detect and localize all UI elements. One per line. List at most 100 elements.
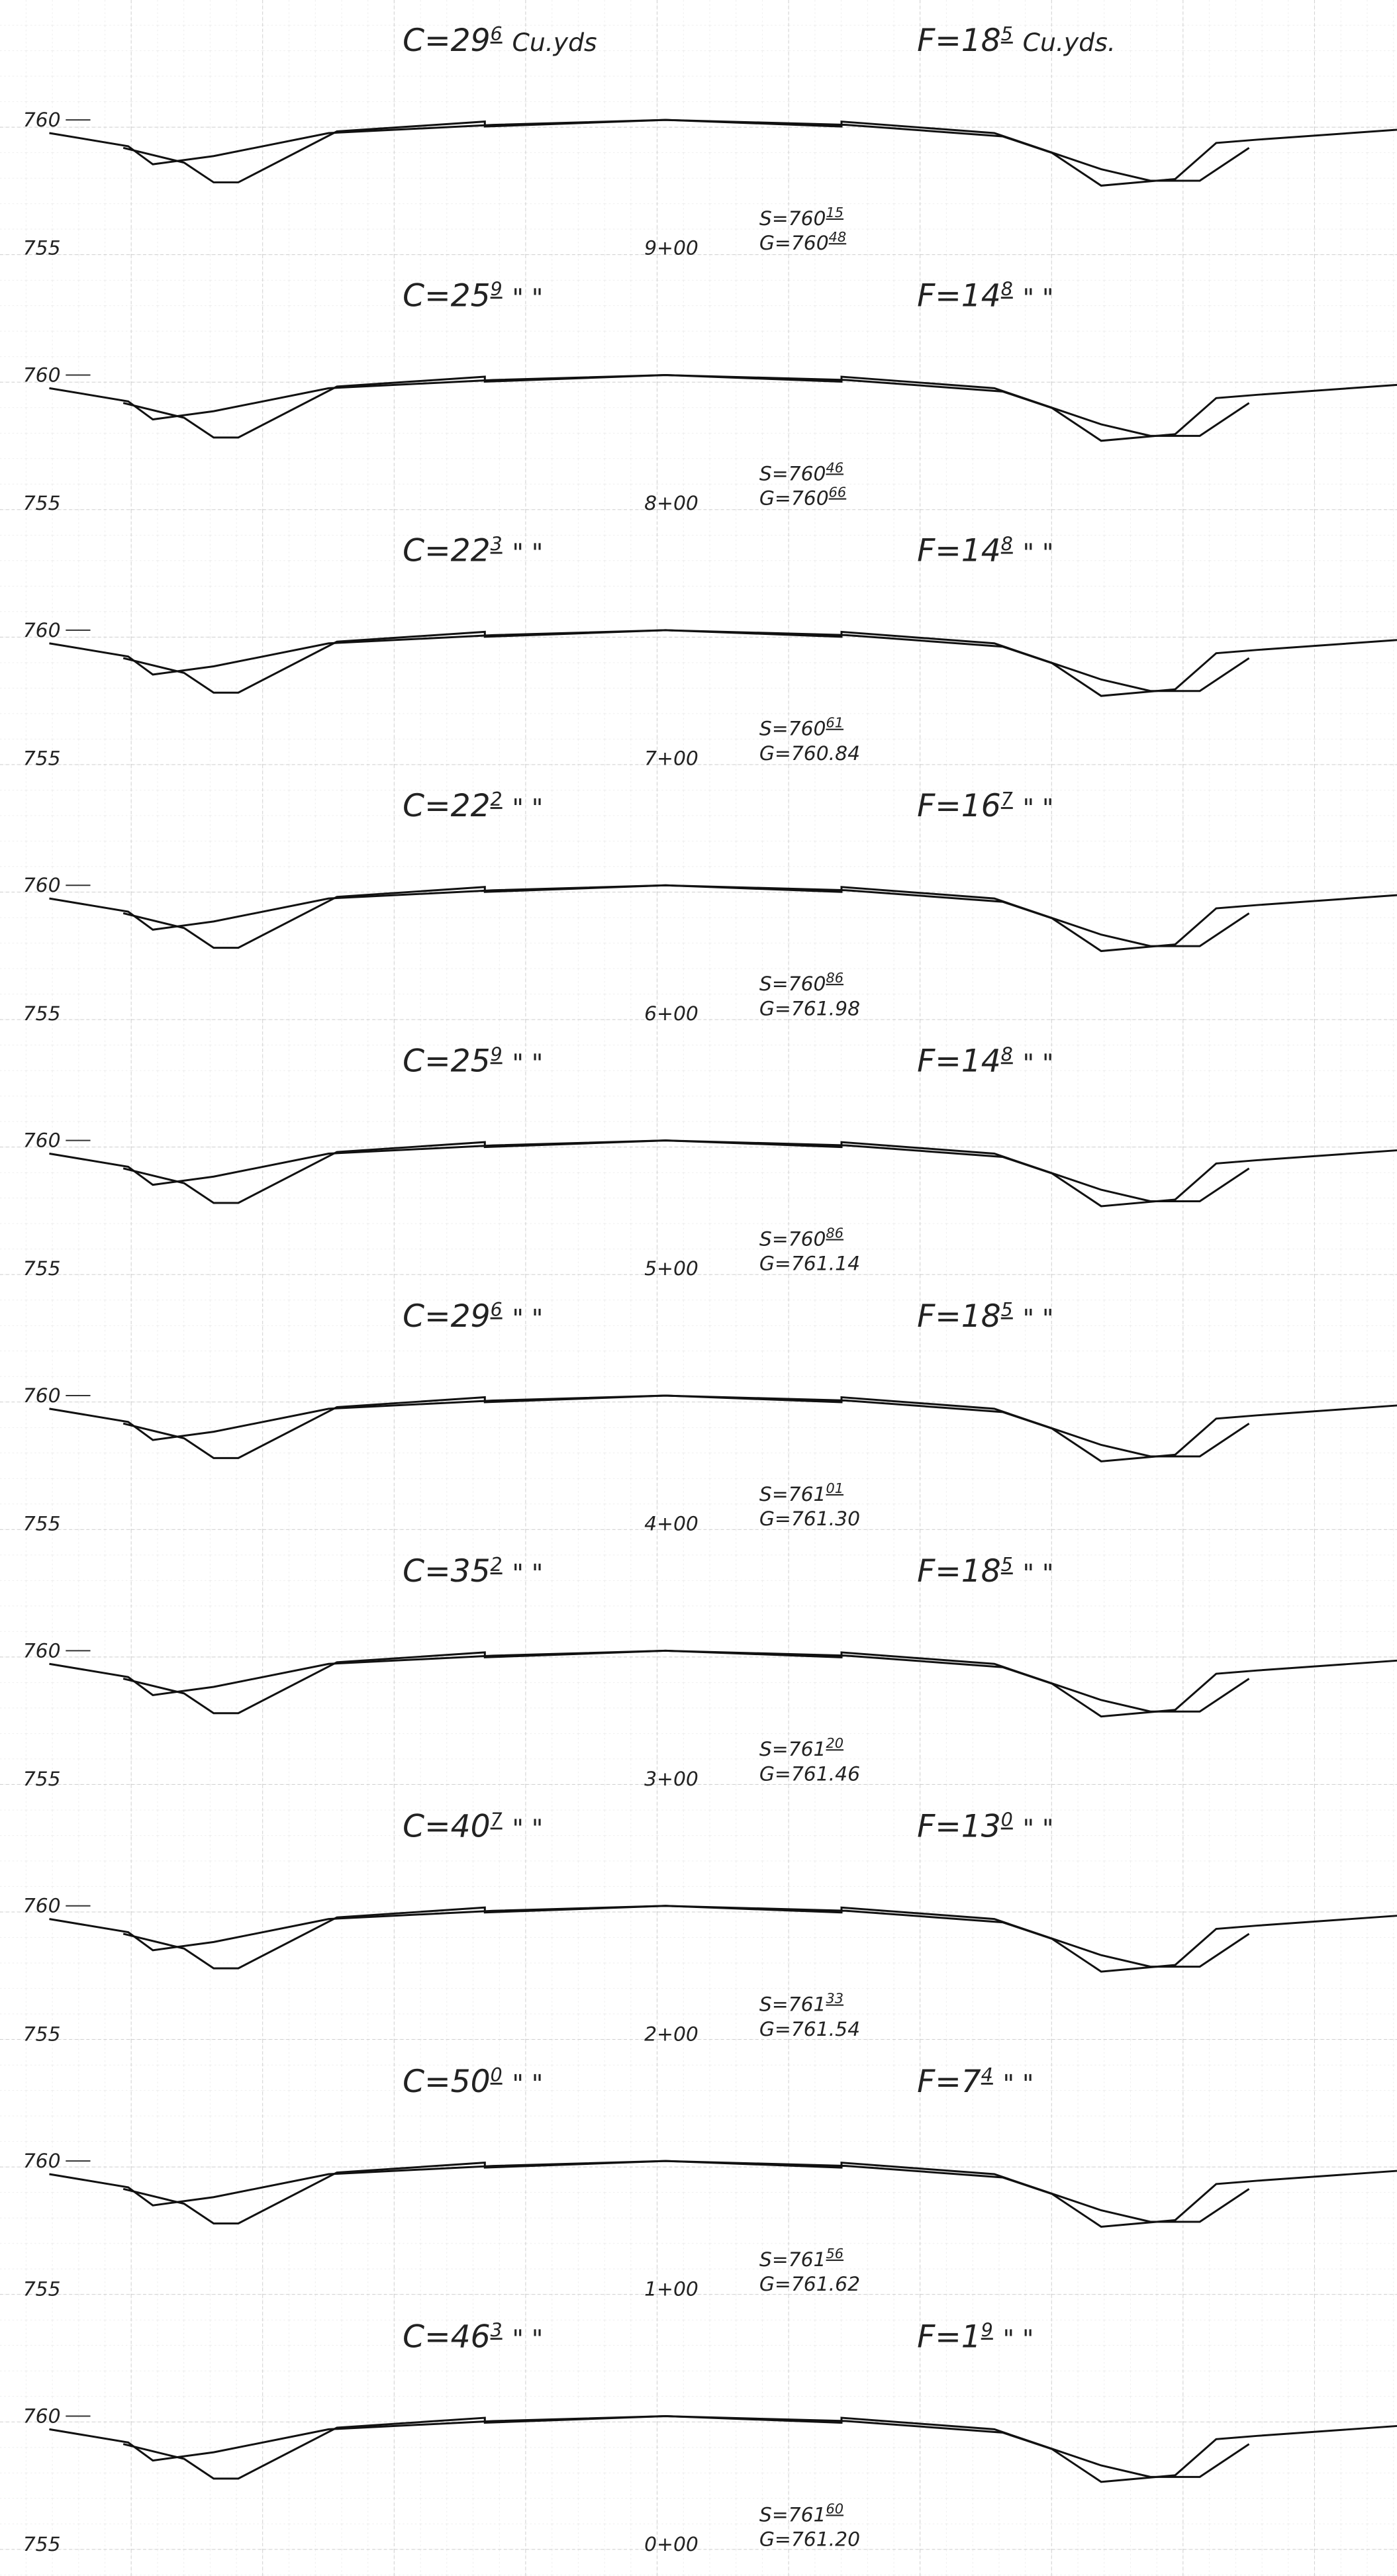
subgrade-frac: 33 [826,1991,844,2007]
subgrade-label: S=760 [759,1227,826,1251]
subgrade-frac: 86 [826,970,844,986]
elevation-label: 760 [23,2405,61,2428]
fill-volume-frac: 4 [981,2064,993,2085]
cut-volume-whole: 22 [451,533,491,569]
subgrade-frac: 56 [826,2246,844,2262]
ground-profile [49,1905,1397,1973]
fill-volume: F=19 " " [917,2318,1034,2355]
elevation-label: 755 [23,1768,61,1791]
subgrade-elevation: S=76086 [759,1225,843,1251]
cut-volume-tail: " " [512,1048,544,1077]
cut-volume-label: C= [403,788,450,824]
cut-volume-frac: 9 [491,278,503,300]
grade-elevation: G=761.98 [759,997,860,1020]
elevation-label: 755 [23,2278,61,2301]
design-template [122,2160,1250,2224]
ground-profile [49,884,1397,953]
grade-frac: 48 [829,229,847,245]
cut-volume-tail: " " [512,793,544,822]
fill-volume-whole: 18 [961,1553,1001,1590]
grade-elevation: G=760.84 [759,742,860,765]
cut-volume-tail: " " [512,1304,544,1333]
subgrade-label: S=761 [759,1483,826,1506]
subgrade-label: S=760 [759,462,826,485]
fill-volume-frac: 0 [1001,1809,1013,1831]
cut-volume-tail: " " [512,2324,544,2353]
subgrade-elevation: S=76086 [759,970,843,996]
elevation-label: 760 [23,363,61,387]
fill-volume-tail: " " [1023,793,1054,822]
subgrade-elevation: S=76120 [759,1735,843,1761]
subgrade-label: S=761 [759,1993,826,2017]
grade-frac: 66 [829,485,847,501]
fill-volume-label: F= [917,788,961,824]
elevation-label: 755 [23,1513,61,1536]
fill-volume: F=185 Cu.yds. [917,23,1116,59]
grade-elevation: G=761.20 [759,2528,860,2552]
grade-label: G=760 [759,232,829,255]
station-label: 3+00 [644,1768,698,1791]
cut-volume-whole: 29 [451,1298,491,1335]
grade-elevation: G=76048 [759,229,846,255]
cut-volume-label: C= [403,23,450,59]
fill-volume-tail: " " [1003,2069,1034,2098]
cut-volume: C=259 " " [403,1043,543,1079]
station-label: 4+00 [644,1513,698,1536]
fill-volume: F=185 " " [917,1298,1053,1335]
subgrade-frac: 61 [826,715,844,731]
cut-volume-frac: 6 [491,1298,503,1320]
fill-volume-whole: 16 [961,788,1001,824]
cut-volume-tail: " " [512,1558,544,1588]
grade-label: G=760.84 [759,742,860,765]
subgrade-elevation: S=76015 [759,205,843,230]
cut-volume-frac: 9 [491,1043,503,1065]
elevation-label: 760 [23,1895,61,1918]
subgrade-frac: 15 [826,205,844,220]
fill-volume-frac: 5 [1001,1554,1013,1576]
cut-volume: C=500 " " [403,2064,543,2100]
fill-volume-label: F= [917,277,961,314]
fill-volume: F=148 " " [917,1043,1053,1079]
fill-volume-frac: 9 [981,2319,993,2341]
fill-volume-tail: " " [1003,2324,1034,2353]
design-template [122,2415,1250,2480]
subgrade-elevation: S=76160 [759,2501,843,2526]
fill-volume-whole: 14 [961,533,1001,569]
fill-volume-label: F= [917,1809,961,1845]
subgrade-elevation: S=76133 [759,1991,843,2017]
fill-volume-tail: " " [1023,1814,1054,1843]
ground-profile [49,2160,1397,2228]
cut-volume-frac: 3 [491,533,503,555]
elevation-label: 755 [23,2023,61,2046]
fill-volume-whole: 14 [961,1043,1001,1079]
fill-volume-label: F= [917,1553,961,1590]
station-label: 8+00 [644,492,698,515]
cut-volume-whole: 35 [451,1553,491,1590]
grade-elevation: G=761.30 [759,1507,860,1531]
fill-volume-tail: " " [1023,1558,1054,1588]
cut-volume: C=352 " " [403,1553,543,1590]
grade-label: G=761.46 [759,1762,860,1786]
cross-section: C=296 Cu.yds F=185 Cu.yds. 760 755 9+00 S=76015… [23,23,1397,260]
design-template [122,1139,1250,1204]
fill-volume-whole: 1 [961,2318,981,2355]
fill-volume: F=148 " " [917,533,1053,569]
fill-volume-tail: " " [1023,1048,1054,1077]
ground-profile [49,119,1397,187]
station-label: 6+00 [644,1002,698,1026]
ground-profile [49,1649,1397,1718]
cut-volume-whole: 46 [451,2318,491,2355]
ground-profile [49,1139,1397,1208]
cut-volume-frac: 2 [491,1554,503,1576]
station-label: 1+00 [644,2278,698,2301]
cut-volume-frac: 3 [491,2319,503,2341]
cut-volume-frac: 7 [491,1809,503,1831]
cut-volume: C=259 " " [403,277,543,314]
